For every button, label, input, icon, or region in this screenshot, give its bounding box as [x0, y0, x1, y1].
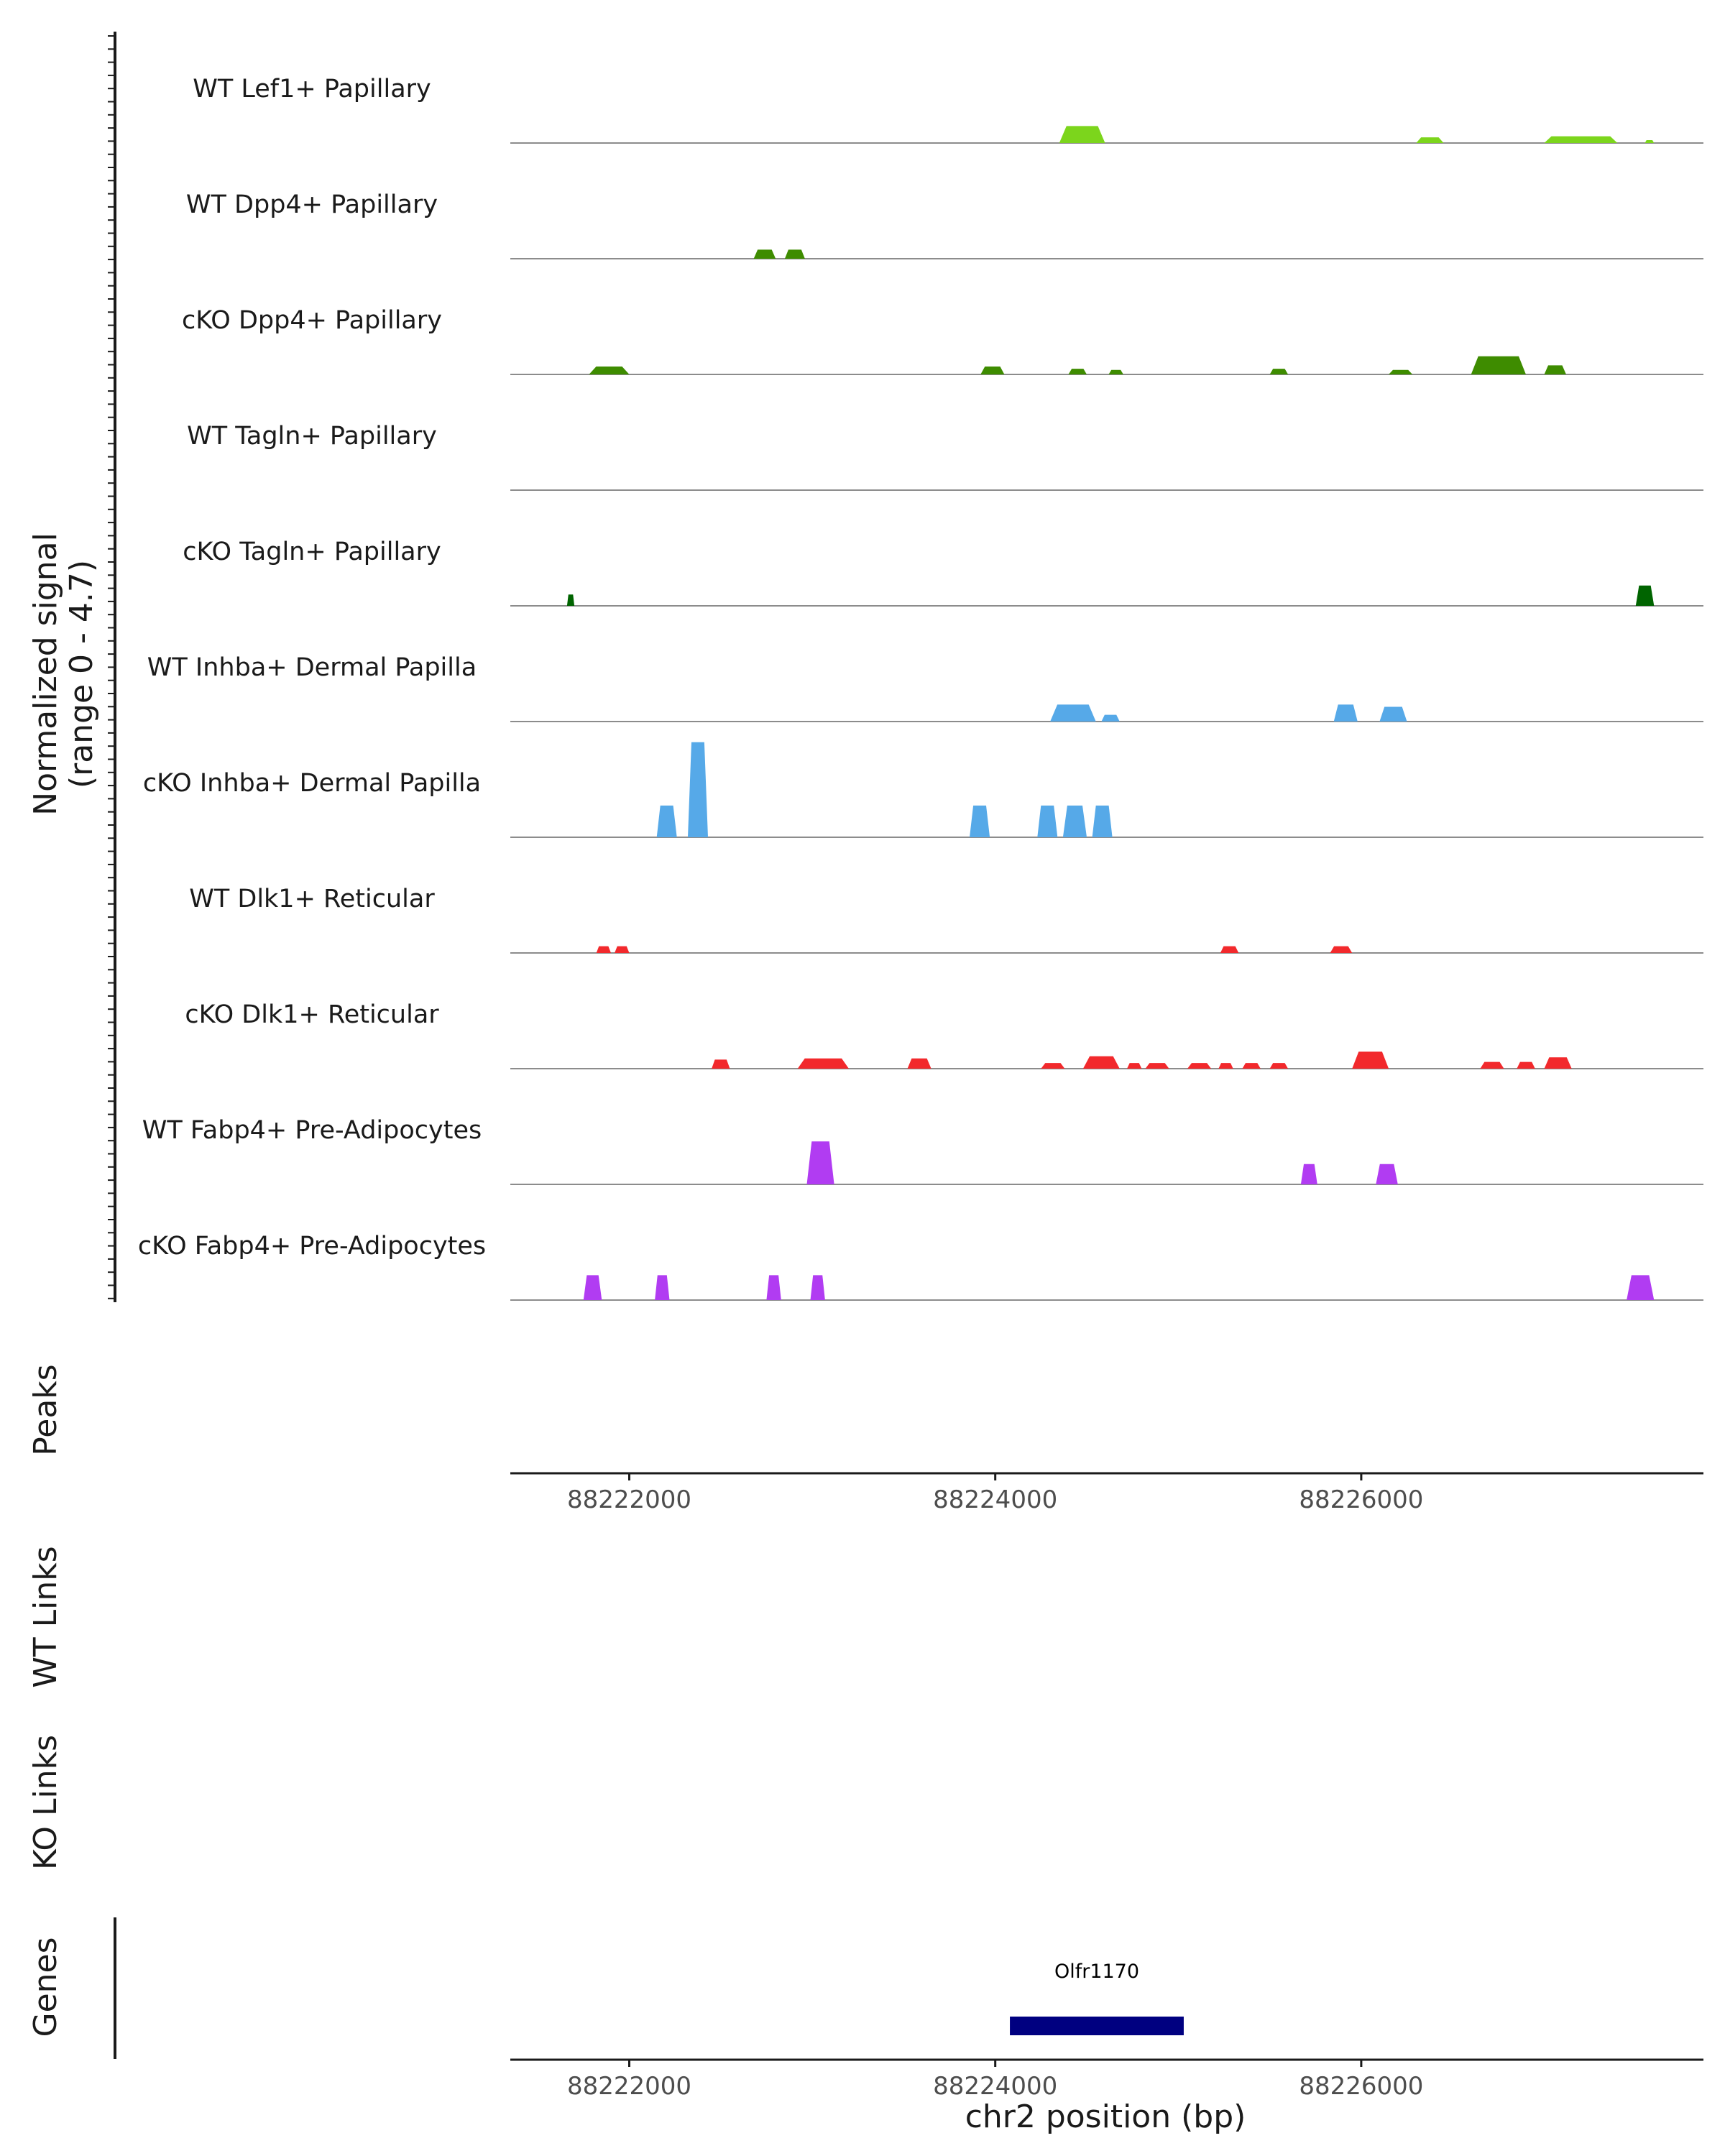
x-tick-label: 88224000	[933, 2072, 1057, 2101]
signal-peak	[712, 1059, 730, 1069]
track-10: cKO Fabp4+ Pre-Adipocytes	[138, 1232, 1703, 1301]
wt-links-label: WT Links	[27, 1546, 64, 1687]
signal-peak	[583, 1275, 602, 1300]
signal-peak	[907, 1058, 932, 1069]
track-label: cKO Dpp4+ Papillary	[182, 306, 442, 335]
x-tick-label: 88226000	[1299, 2072, 1423, 2101]
signal-peak	[1379, 706, 1407, 722]
signal-peak	[810, 1275, 825, 1300]
x-tick-label: 88222000	[567, 2072, 691, 2101]
genes-track-label: Genes	[27, 1937, 64, 2037]
signal-peak	[753, 249, 776, 259]
signal-peak	[1127, 1063, 1142, 1069]
signal-axis-title-line2: (range 0 - 4.7)	[63, 560, 100, 788]
signal-peak	[1544, 365, 1566, 374]
ko-links-label: KO Links	[27, 1735, 64, 1870]
signal-peak	[1269, 369, 1289, 374]
signal-peak	[1635, 585, 1655, 606]
track-5: WT Inhba+ Dermal Papilla	[147, 653, 1703, 722]
signal-peak	[1218, 1063, 1233, 1069]
signal-peak	[1092, 805, 1113, 837]
signal-peak	[589, 367, 630, 374]
signal-peak	[655, 1275, 670, 1300]
signal-peak	[566, 594, 575, 606]
signal-peak	[1480, 1061, 1504, 1069]
signal-peak	[1471, 356, 1526, 374]
signal-peak	[1041, 1063, 1065, 1069]
track-label: WT Inhba+ Dermal Papilla	[147, 653, 477, 682]
track-label: cKO Fabp4+ Pre-Adipocytes	[138, 1232, 486, 1261]
signal-peak	[1644, 140, 1655, 143]
signal-peak	[784, 249, 805, 259]
track-label: WT Lef1+ Papillary	[193, 75, 431, 103]
track-6: cKO Inhba+ Dermal Papilla	[143, 742, 1703, 838]
signal-peak	[1269, 1063, 1289, 1069]
track-label: cKO Tagln+ Papillary	[183, 538, 441, 566]
track-label: cKO Inhba+ Dermal Papilla	[143, 769, 481, 798]
signal-peak	[1330, 946, 1353, 953]
signal-peak	[980, 367, 1005, 374]
signal-peak	[1108, 369, 1123, 374]
signal-peak	[1517, 1061, 1535, 1069]
signal-peak	[656, 805, 677, 837]
signal-peak	[766, 1275, 781, 1300]
signal-peak	[1627, 1275, 1655, 1300]
gene-body	[1010, 2017, 1184, 2035]
gene-label: Olfr1170	[1054, 1961, 1139, 1983]
signal-peak	[615, 946, 630, 953]
signal-peak	[596, 946, 611, 953]
track-label: WT Dpp4+ Papillary	[186, 190, 438, 219]
track-9: WT Fabp4+ Pre-Adipocytes	[142, 1116, 1703, 1185]
track-8: cKO Dlk1+ Reticular	[185, 1000, 1703, 1069]
track-3: WT Tagln+ Papillary	[187, 422, 1703, 491]
signal-peak	[1544, 136, 1618, 143]
peaks-track-label: Peaks	[27, 1364, 64, 1455]
track-7: WT Dlk1+ Reticular	[189, 885, 1703, 954]
genes-x-ticks: 88222000 88224000 88226000	[567, 2060, 1423, 2101]
signal-peak	[1544, 1057, 1572, 1069]
signal-peak	[1145, 1063, 1169, 1069]
peaks-x-ticks: 88222000 88224000 88226000	[567, 1473, 1423, 1514]
signal-peak	[797, 1058, 849, 1069]
signal-peak	[1068, 369, 1087, 374]
track-label: cKO Dlk1+ Reticular	[185, 1000, 439, 1029]
track-1: WT Dpp4+ Papillary	[186, 190, 1703, 259]
track-4: cKO Tagln+ Papillary	[183, 538, 1703, 607]
signal-y-ticks	[108, 35, 115, 1299]
x-tick-label: 88224000	[933, 1485, 1057, 1514]
x-tick-label: 88226000	[1299, 1485, 1423, 1514]
signal-peak	[1389, 369, 1413, 374]
signal-peak	[1416, 137, 1444, 143]
signal-peak	[688, 742, 708, 837]
signal-peak	[1242, 1063, 1261, 1069]
x-tick-label: 88222000	[567, 1485, 691, 1514]
track-label: WT Tagln+ Papillary	[187, 422, 437, 451]
track-label: WT Fabp4+ Pre-Adipocytes	[142, 1116, 482, 1145]
track-0: WT Lef1+ Papillary	[193, 75, 1703, 144]
signal-peak	[806, 1141, 834, 1184]
signal-peak	[1187, 1063, 1212, 1069]
signal-peak	[1050, 704, 1096, 722]
signal-peak	[1300, 1164, 1317, 1184]
signal-peak	[1082, 1056, 1120, 1069]
signal-peak	[1062, 805, 1087, 837]
track-2: cKO Dpp4+ Papillary	[182, 306, 1703, 375]
signal-tracks: WT Lef1+ Papillary WT Dpp4+ Papillary cKO …	[138, 75, 1703, 1301]
signal-peak	[1352, 1051, 1389, 1069]
signal-peak	[1059, 126, 1105, 143]
track-label: WT Dlk1+ Reticular	[189, 885, 435, 913]
signal-peak	[970, 805, 990, 837]
signal-peak	[1037, 805, 1058, 837]
signal-peak	[1101, 714, 1120, 722]
signal-peak	[1376, 1164, 1398, 1184]
x-axis-title: chr2 position (bp)	[965, 2099, 1246, 2135]
signal-peak	[1333, 704, 1358, 722]
signal-axis-title-line1: Normalized signal	[27, 533, 64, 816]
signal-peak	[1220, 946, 1239, 953]
genes-layer: Olfr1170	[1010, 1961, 1184, 2035]
